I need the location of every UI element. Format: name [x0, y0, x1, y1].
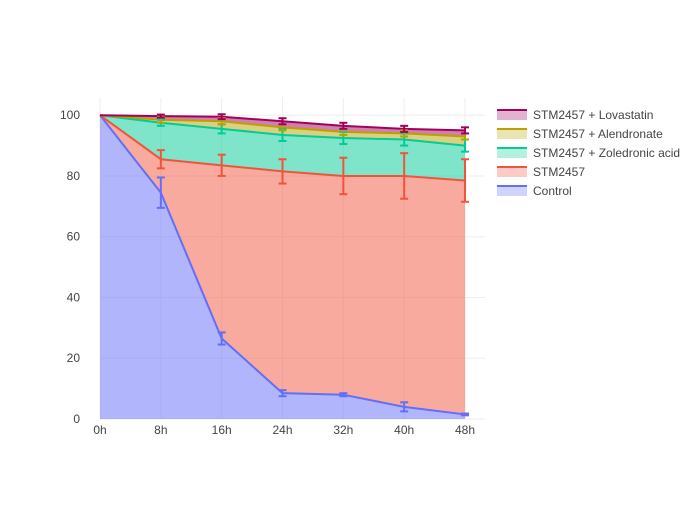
- y-tick-label: 80: [67, 169, 81, 183]
- legend-item[interactable]: STM2457 + Lovastatin: [497, 108, 653, 122]
- legend[interactable]: STM2457 + Lovastatin STM2457 + Alendronat…: [497, 108, 680, 198]
- x-tick-label: 24h: [272, 423, 292, 437]
- x-tick-label: 48h: [455, 423, 475, 437]
- legend-item[interactable]: STM2457 + Zoledronic acid: [497, 146, 680, 160]
- legend-label: STM2457 + Zoledronic acid: [533, 146, 680, 160]
- x-tick-label: 32h: [333, 423, 353, 437]
- y-tick-label: 100: [60, 108, 80, 122]
- legend-swatch: [497, 110, 527, 120]
- legend-swatch: [497, 167, 527, 177]
- y-tick-label: 0: [73, 412, 80, 426]
- legend-label: Control: [533, 184, 572, 198]
- x-tick-label: 8h: [154, 423, 167, 437]
- area-fill: [100, 115, 465, 419]
- area-fill: [100, 115, 465, 181]
- legend-label: STM2457 + Alendronate: [533, 127, 663, 141]
- legend-item[interactable]: STM2457: [497, 165, 585, 179]
- error-bars: [156, 113, 469, 417]
- x-tick-label: 0h: [93, 423, 106, 437]
- x-tick-label: 40h: [394, 423, 414, 437]
- y-tick-label: 40: [67, 290, 81, 304]
- y-tick-label: 20: [67, 351, 81, 365]
- legend-swatch: [497, 129, 527, 139]
- x-tick-label: 16h: [212, 423, 232, 437]
- legend-item[interactable]: STM2457 + Alendronate: [497, 127, 663, 141]
- legend-label: STM2457 + Lovastatin: [533, 108, 653, 122]
- legend-item[interactable]: Control: [497, 184, 572, 198]
- area-fill: [100, 115, 465, 415]
- y-tick-label: 60: [67, 230, 81, 244]
- axes: 0 20 40 60 80 100 0h 8h 16h 24h 32h 40h 48h: [60, 108, 475, 437]
- legend-swatch: [497, 148, 527, 158]
- legend-swatch: [497, 186, 527, 196]
- legend-label: STM2457: [533, 165, 585, 179]
